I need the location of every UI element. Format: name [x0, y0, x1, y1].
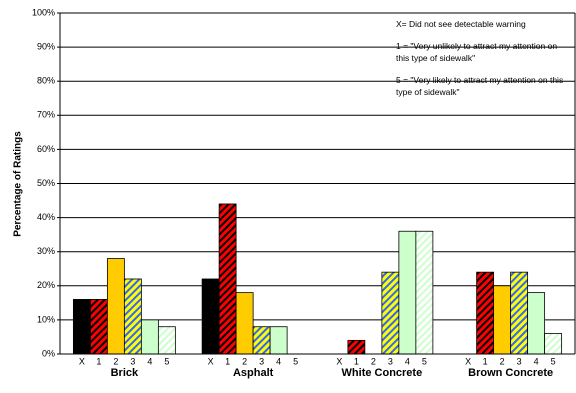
x-tick-label: 4: [276, 356, 281, 366]
x-tick-label: 3: [388, 356, 393, 366]
bar: [527, 292, 546, 355]
bar: [89, 299, 108, 355]
bar: [106, 258, 125, 355]
annotation: 1 = "Very unlikely to attract my attenti…: [396, 41, 558, 63]
x-tick-label: 3: [130, 356, 135, 366]
bar: [252, 326, 271, 355]
bar: [493, 285, 512, 355]
annotation: 5 = "Very likely to attract my attention…: [396, 75, 564, 97]
x-tick-label: 1: [483, 356, 488, 366]
x-tick-label: X: [208, 356, 214, 366]
y-axis-label: Percentage of Ratings: [13, 131, 24, 237]
y-tick-label: 50%: [37, 178, 55, 188]
bar: [381, 271, 400, 355]
bar: [476, 271, 495, 355]
x-tick-label: 2: [242, 356, 247, 366]
bar: [123, 278, 142, 355]
x-tick-label: 2: [371, 356, 376, 366]
x-tick-label: 1: [225, 356, 230, 366]
x-group-label: Brick: [111, 367, 139, 379]
y-tick-label: 40%: [37, 212, 55, 222]
y-tick-label: 60%: [37, 144, 55, 154]
bar: [510, 271, 529, 355]
y-tick-label: 80%: [37, 76, 55, 86]
x-tick-label: 5: [164, 356, 169, 366]
y-tick-label: 10%: [37, 314, 55, 324]
annotation-box: X= Did not see detectable warning 1 = "V…: [396, 18, 568, 108]
x-tick-label: 3: [259, 356, 264, 366]
y-tick-label: 0%: [42, 348, 55, 358]
y-tick-label: 30%: [37, 246, 55, 256]
bar: [269, 326, 288, 355]
y-tick-label: 70%: [37, 110, 55, 120]
annotation: X= Did not see detectable warning: [396, 19, 526, 29]
x-group-label: Brown Concrete: [468, 367, 553, 379]
x-tick-label: 2: [113, 356, 118, 366]
x-tick-label: 5: [422, 356, 427, 366]
bar: [235, 292, 254, 355]
bar: [140, 319, 159, 355]
x-tick-label: 4: [405, 356, 410, 366]
x-tick-label: 5: [293, 356, 298, 366]
bar: [347, 339, 366, 355]
y-tick-label: 90%: [37, 41, 55, 51]
bar: [398, 230, 417, 355]
x-tick-label: X: [465, 356, 471, 366]
bar: [218, 203, 237, 355]
bar: [72, 299, 91, 355]
x-tick-label: 2: [500, 356, 505, 366]
x-tick-label: X: [336, 356, 342, 366]
x-tick-label: 1: [354, 356, 359, 366]
bar: [415, 230, 434, 355]
x-tick-label: 1: [96, 356, 101, 366]
x-tick-label: 5: [551, 356, 556, 366]
x-group-label: Asphalt: [233, 367, 274, 379]
y-tick-label: 100%: [32, 7, 55, 17]
x-tick-label: 4: [147, 356, 152, 366]
x-group-label: White Concrete: [342, 367, 423, 379]
bar: [157, 326, 176, 355]
x-tick-label: X: [79, 356, 85, 366]
y-tick-label: 20%: [37, 280, 55, 290]
x-tick-label: 3: [517, 356, 522, 366]
bar: [201, 278, 220, 355]
bar: [544, 333, 563, 355]
x-tick-label: 4: [534, 356, 539, 366]
